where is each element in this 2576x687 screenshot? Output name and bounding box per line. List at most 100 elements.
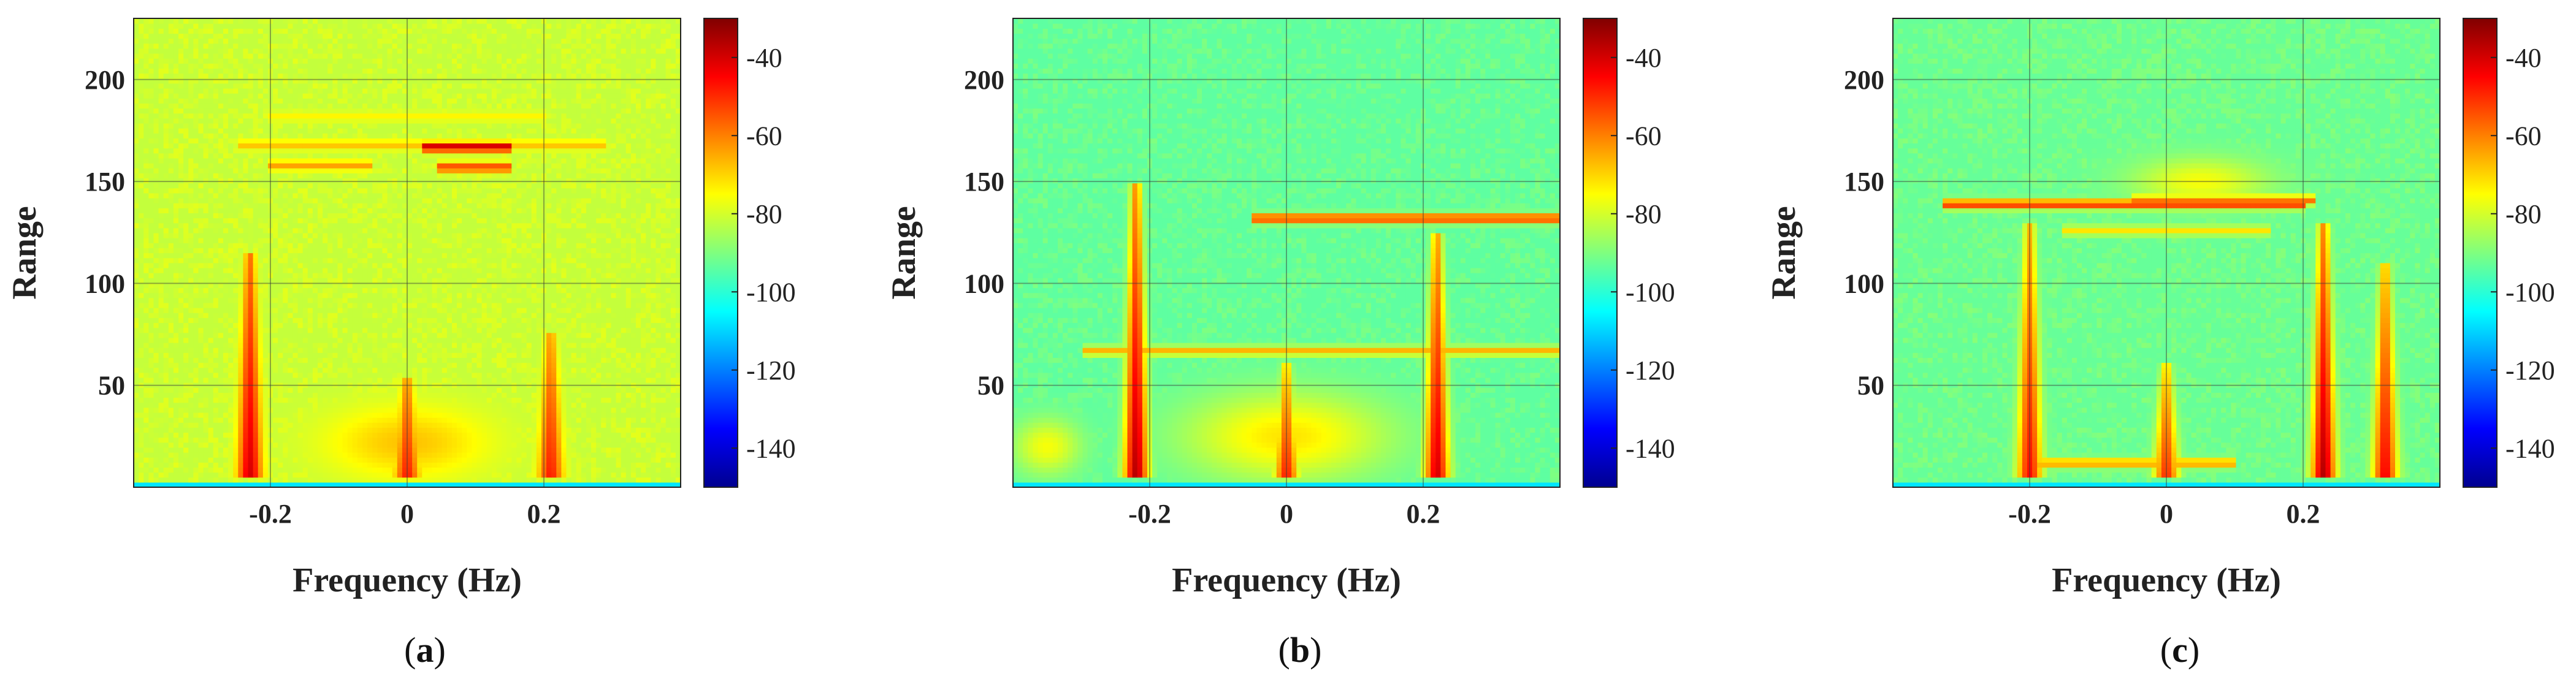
heatmap-cell bbox=[556, 452, 562, 458]
heatmap-cell bbox=[174, 403, 179, 408]
heatmap-cell bbox=[343, 467, 348, 473]
heatmap-cell bbox=[661, 347, 667, 353]
heatmap-cell bbox=[228, 457, 234, 463]
heatmap-cell bbox=[437, 313, 443, 318]
heatmap-cell bbox=[248, 368, 254, 373]
heatmap-cell bbox=[318, 322, 323, 328]
heatmap-cell bbox=[641, 457, 646, 463]
heatmap-cell bbox=[213, 313, 219, 318]
heatmap-cell bbox=[208, 442, 214, 448]
heatmap-cell bbox=[467, 357, 472, 363]
heatmap-cell bbox=[671, 347, 676, 353]
heatmap-cell bbox=[233, 477, 239, 483]
heatmap-cell bbox=[546, 477, 552, 483]
heatmap-cell bbox=[169, 452, 174, 458]
heatmap-cell bbox=[467, 427, 472, 433]
heatmap-cell bbox=[457, 398, 462, 403]
heatmap-cell bbox=[457, 477, 462, 483]
heatmap-cell bbox=[283, 477, 288, 483]
heatmap-cell bbox=[169, 392, 174, 398]
heatmap-cell bbox=[362, 373, 368, 378]
heatmap-cell bbox=[153, 313, 159, 318]
heatmap-cell bbox=[447, 378, 453, 383]
heatmap-cell bbox=[641, 328, 646, 333]
heatmap-cell bbox=[561, 387, 567, 393]
heatmap-cell bbox=[616, 368, 622, 373]
heatmap-cell bbox=[323, 363, 328, 368]
heatmap-cell bbox=[636, 333, 641, 338]
heatmap-cell bbox=[148, 373, 154, 378]
heatmap-cell bbox=[382, 412, 388, 418]
heatmap-cell bbox=[148, 338, 154, 343]
heatmap-cell bbox=[397, 427, 403, 433]
heatmap-cell bbox=[308, 368, 313, 373]
heatmap-cell bbox=[357, 322, 363, 328]
heatmap-cell bbox=[462, 442, 467, 448]
heatmap-cell bbox=[248, 422, 254, 428]
heatmap-cell bbox=[243, 462, 248, 468]
heatmap-cell bbox=[606, 373, 611, 378]
heatmap-cell bbox=[497, 462, 502, 468]
heatmap-cell bbox=[422, 328, 427, 333]
heatmap-cell bbox=[556, 432, 562, 438]
heatmap-cell bbox=[487, 403, 492, 408]
heatmap-cell bbox=[134, 427, 139, 433]
heatmap-cell bbox=[367, 368, 373, 373]
heatmap-cell bbox=[655, 368, 661, 373]
heatmap-cell bbox=[178, 457, 184, 463]
heatmap-cell bbox=[174, 352, 179, 358]
heatmap-cell bbox=[432, 378, 438, 383]
heatmap-cell bbox=[228, 373, 234, 378]
heatmap-cell bbox=[283, 373, 288, 378]
heatmap-cell bbox=[556, 363, 562, 368]
heatmap-cell bbox=[198, 457, 204, 463]
heatmap-cell bbox=[581, 317, 587, 323]
heatmap-cell bbox=[556, 473, 562, 478]
heatmap-cell bbox=[198, 422, 204, 428]
heatmap-cell bbox=[651, 457, 656, 463]
heatmap-cell bbox=[596, 313, 602, 318]
heatmap-cell bbox=[646, 467, 651, 473]
heatmap-cell bbox=[655, 457, 661, 463]
heatmap-cell bbox=[298, 438, 304, 443]
heatmap-cell bbox=[198, 467, 204, 473]
heatmap-cell bbox=[288, 432, 293, 438]
heatmap-cell bbox=[377, 447, 383, 453]
heatmap-cell bbox=[253, 357, 259, 363]
heatmap-cell bbox=[228, 477, 234, 483]
heatmap-cell bbox=[258, 422, 264, 428]
heatmap-cell bbox=[228, 338, 234, 343]
heatmap-cell bbox=[641, 473, 646, 478]
heatmap-cell bbox=[641, 403, 646, 408]
heatmap-cell bbox=[397, 442, 403, 448]
heatmap-cell bbox=[327, 392, 333, 398]
heatmap-cell bbox=[462, 368, 467, 373]
heatmap-cell bbox=[606, 438, 611, 443]
heatmap-cell bbox=[556, 333, 562, 338]
heatmap-cell bbox=[457, 322, 462, 328]
heatmap-cell bbox=[348, 412, 353, 418]
heatmap-cell bbox=[228, 343, 234, 348]
heatmap-cell bbox=[442, 338, 448, 343]
heatmap-cell bbox=[327, 403, 333, 408]
heatmap-cell bbox=[318, 387, 323, 393]
heatmap-cell bbox=[362, 357, 368, 363]
heatmap-cell bbox=[218, 432, 224, 438]
heatmap-cell bbox=[482, 368, 487, 373]
heatmap-cell bbox=[596, 462, 602, 468]
heatmap-cell bbox=[208, 412, 214, 418]
heatmap-cell bbox=[596, 477, 602, 483]
heatmap-cell bbox=[576, 338, 582, 343]
heatmap-cell bbox=[323, 427, 328, 433]
heatmap-cell bbox=[343, 408, 348, 413]
heatmap-cell bbox=[392, 457, 398, 463]
heatmap-cell bbox=[601, 347, 606, 353]
heatmap-cell bbox=[556, 328, 562, 333]
heatmap-cell bbox=[372, 452, 378, 458]
heatmap-cell bbox=[516, 473, 522, 478]
heatmap-cell bbox=[616, 338, 622, 343]
heatmap-cell bbox=[327, 333, 333, 338]
heatmap-cell bbox=[492, 392, 497, 398]
heatmap-cell bbox=[502, 422, 507, 428]
heatmap-cell bbox=[671, 403, 676, 408]
